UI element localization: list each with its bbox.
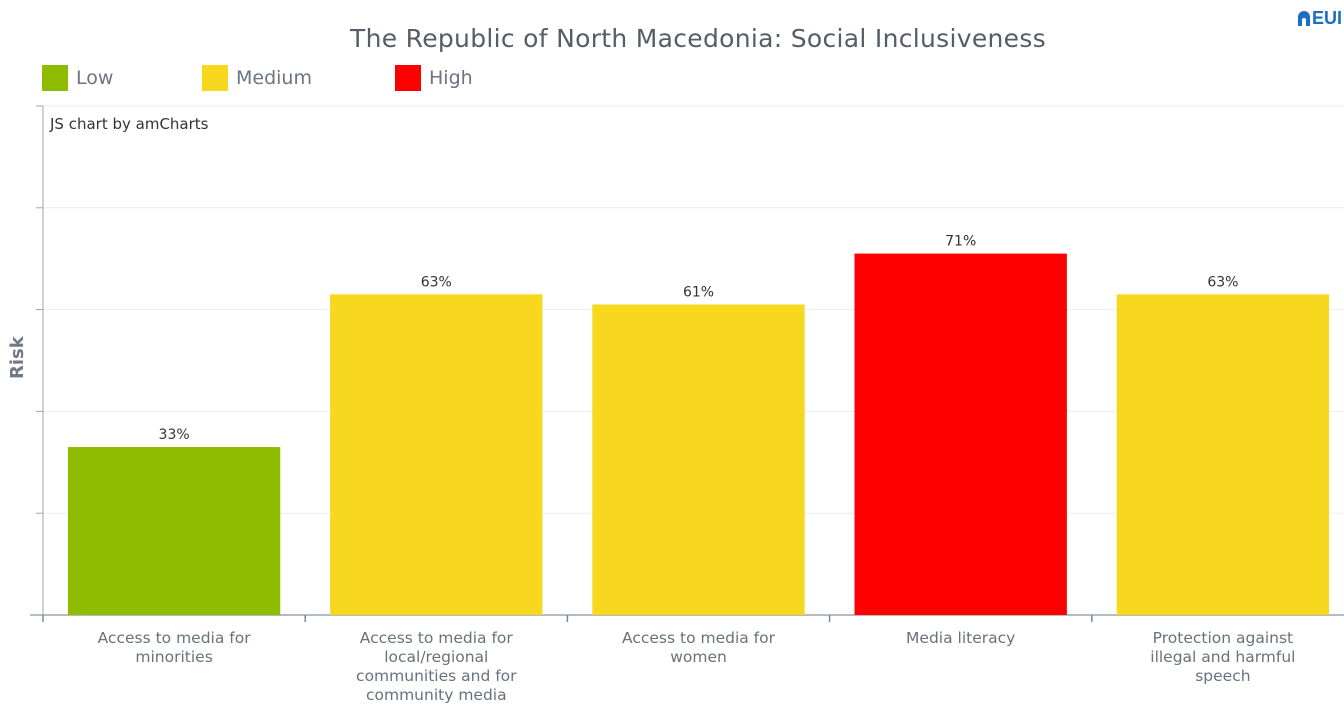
- legend-swatch-medium: [202, 65, 228, 91]
- value-label: 71%: [945, 234, 976, 250]
- x-tick-label-line: local/regional: [384, 648, 489, 666]
- value-label: 61%: [683, 285, 714, 301]
- x-tick-label-line: illegal and harmful: [1150, 648, 1296, 666]
- x-tick-label-line: Access to media for: [359, 629, 513, 647]
- eui-logo: EUI: [1297, 8, 1342, 29]
- value-label: 63%: [421, 274, 452, 290]
- legend-item-high[interactable]: High: [395, 65, 473, 91]
- x-tick-label: Access to media for women: [584, 629, 814, 667]
- legend-item-medium[interactable]: Medium: [202, 65, 312, 91]
- eui-logo-text: EUI: [1311, 8, 1342, 28]
- legend-label-medium: Medium: [236, 67, 312, 89]
- legend-item-low[interactable]: Low: [42, 65, 113, 91]
- x-tick-label-line: Access to media for: [622, 629, 775, 647]
- x-tick-label-line: speech: [1195, 667, 1251, 685]
- x-tick-label: Access to media for minorities: [59, 629, 289, 667]
- legend-label-high: High: [429, 67, 473, 89]
- legend-swatch-low: [42, 65, 68, 91]
- value-labels: 33% 63% 61% 71% 63%: [159, 234, 1239, 443]
- value-label: 33%: [159, 427, 190, 443]
- bar-medium[interactable]: [592, 304, 805, 615]
- x-tick-label-line: Media literacy: [906, 629, 1016, 647]
- x-tick-label-line: communities and for: [356, 667, 517, 685]
- x-tick-label-line: women: [670, 648, 727, 666]
- legend-swatch-high: [395, 65, 421, 91]
- bar-medium[interactable]: [1116, 294, 1330, 615]
- bar-low[interactable]: [67, 447, 281, 615]
- bar-medium[interactable]: [330, 294, 543, 615]
- chart-title: The Republic of North Macedonia: Social …: [350, 24, 1046, 53]
- eui-logo-mark-icon: [1297, 11, 1310, 26]
- legend-label-low: Low: [76, 67, 114, 89]
- amcharts-credit-link[interactable]: JS chart by amCharts: [50, 115, 209, 133]
- x-tick-label: Access to media for local/regional communi…: [321, 629, 551, 705]
- x-tick-label-line: community media: [365, 686, 507, 704]
- x-tick-label-line: minorities: [135, 648, 213, 666]
- value-label: 63%: [1207, 274, 1238, 290]
- x-tick-label: Media literacy: [846, 629, 1076, 648]
- x-tick-label: Protection against illegal and harmful spe…: [1108, 629, 1338, 686]
- bar-high[interactable]: [854, 253, 1067, 616]
- bars: [67, 253, 1330, 616]
- x-tick-label-line: Access to media for: [97, 629, 251, 647]
- x-tick-label-line: Protection against: [1152, 629, 1294, 647]
